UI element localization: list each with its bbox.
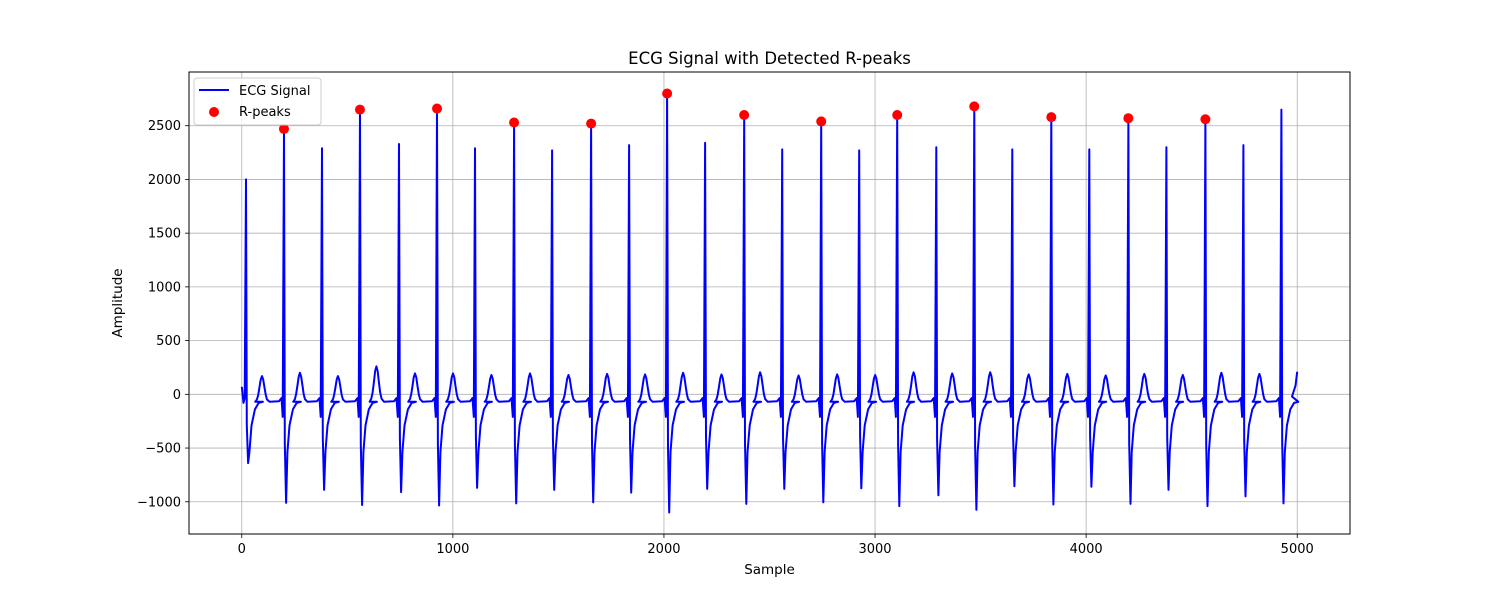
legend-label-signal: ECG Signal <box>239 84 310 99</box>
r-peak-point <box>1123 113 1134 124</box>
legend-marker-swatch <box>209 107 219 117</box>
x-tick-label: 0 <box>238 542 246 557</box>
r-peak-point <box>1200 114 1211 125</box>
tick-layer: 0 1000 2000 3000 4000 5000 −1000 −500 0 500 1000 15… <box>137 119 1314 557</box>
r-peak-markers <box>278 88 1211 134</box>
r-peak-point <box>739 109 750 120</box>
plot-frame <box>188 71 1351 535</box>
x-tick-label: 2000 <box>647 542 680 557</box>
y-tick-label: 2000 <box>148 173 181 188</box>
chart-title: ECG Signal with Detected R-peaks <box>628 49 911 68</box>
y-tick-label: −1000 <box>137 495 181 510</box>
r-peak-point <box>662 88 673 99</box>
y-tick-label: 1500 <box>148 227 181 242</box>
line-layer <box>240 92 1300 514</box>
x-axis-label: Sample <box>744 562 795 578</box>
legend: ECG Signal R-peaks <box>193 77 322 126</box>
r-peak-point <box>432 103 443 114</box>
r-peak-point <box>892 109 903 120</box>
legend-label-peaks: R-peaks <box>239 105 291 120</box>
x-tick-label: 5000 <box>1281 542 1314 557</box>
r-peak-point <box>969 101 980 112</box>
r-peak-point <box>354 104 365 115</box>
r-peak-point <box>1046 112 1057 123</box>
y-axis-label: Amplitude <box>110 268 126 337</box>
r-peak-point <box>816 116 827 127</box>
r-peak-point <box>278 123 289 134</box>
y-tick-label: 2500 <box>148 119 181 134</box>
r-peak-point <box>586 118 597 129</box>
y-tick-label: 1000 <box>148 280 181 295</box>
x-tick-label: 3000 <box>858 542 891 557</box>
x-tick-label: 1000 <box>436 542 469 557</box>
r-peak-point <box>509 117 520 128</box>
x-tick-label: 4000 <box>1070 542 1103 557</box>
y-tick-label: −500 <box>145 442 181 457</box>
ecg-signal-line <box>240 92 1300 514</box>
y-tick-label: 0 <box>173 388 181 403</box>
y-tick-label: 500 <box>156 334 181 349</box>
grid-layer <box>189 72 1350 534</box>
